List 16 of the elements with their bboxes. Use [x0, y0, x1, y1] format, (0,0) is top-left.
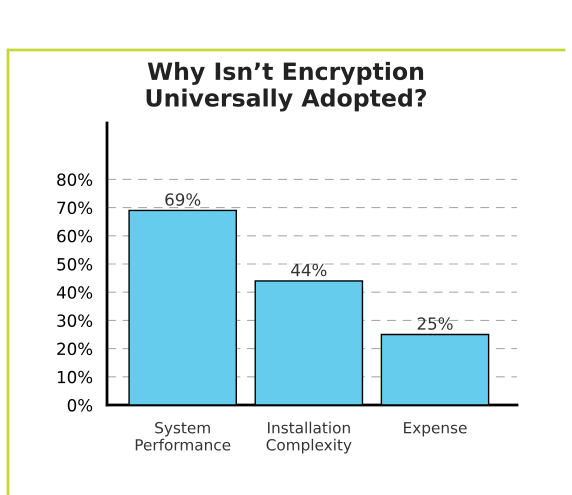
y-tick-label: 80% [57, 173, 92, 186]
chart-title: Why Isn’t Encryption Universally Adopted? [146, 62, 426, 112]
x-tick-label: System Performance [136, 422, 230, 451]
y-tick-label: 0% [68, 398, 92, 412]
x-tick-label: Installation Complexity [266, 422, 352, 454]
y-tick-label: 60% [57, 230, 92, 242]
x-tick-label: Expense [404, 422, 467, 436]
y-tick-label: 30% [57, 314, 92, 327]
data-label: 25% [418, 317, 453, 330]
y-tick-label: 50% [57, 258, 92, 271]
y-tick-label: 70% [57, 202, 92, 214]
y-tick-label: 20% [57, 342, 92, 356]
y-tick-label: 40% [56, 286, 92, 299]
data-label: 69% [165, 193, 200, 206]
data-label: 44% [291, 264, 326, 276]
y-tick-label: 10% [58, 370, 92, 384]
